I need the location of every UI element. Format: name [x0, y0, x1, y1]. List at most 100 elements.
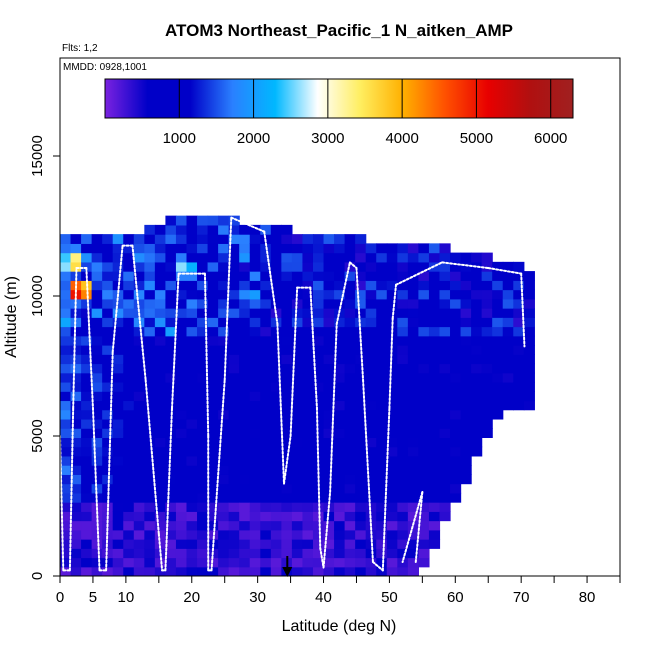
heatmap-cell: [70, 345, 82, 355]
heatmap-cell: [165, 243, 177, 254]
heatmap-cell: [186, 271, 198, 281]
heatmap-cell: [450, 345, 462, 355]
heatmap-cell: [239, 428, 251, 438]
flight-track: [60, 216, 526, 572]
heatmap-cell: [407, 529, 419, 540]
heatmap-cell: [281, 381, 293, 392]
heatmap-cell: [323, 234, 335, 244]
heatmap-cell: [418, 372, 430, 383]
heatmap-cell: [91, 539, 103, 549]
heatmap-cell: [397, 548, 409, 559]
heatmap-cell: [186, 391, 198, 402]
heatmap-cell: [270, 428, 282, 438]
heatmap-cell: [70, 428, 82, 438]
heatmap-cell: [397, 474, 409, 485]
heatmap-cell: [407, 308, 419, 318]
heatmap-cell: [439, 492, 451, 503]
heatmap-cell: [112, 234, 124, 244]
heatmap-cell: [407, 335, 419, 346]
heatmap-cell: [91, 455, 103, 466]
heatmap-cell: [481, 428, 493, 438]
heatmap-cell: [407, 428, 419, 438]
heatmap-cell: [386, 492, 398, 503]
heatmap-cell: [102, 381, 114, 392]
heatmap-cell: [112, 465, 124, 475]
heatmap-cell: [344, 372, 356, 383]
heatmap-cell: [355, 428, 367, 438]
heatmap-cell: [228, 483, 240, 494]
heatmap-cell: [291, 335, 304, 346]
heatmap-cell: [344, 548, 356, 559]
heatmap-cell: [60, 308, 72, 318]
heatmap-cell: [365, 465, 377, 475]
heatmap-cell: [249, 474, 261, 485]
heatmap-cell: [123, 363, 135, 374]
heatmap-cell: [165, 224, 177, 235]
heatmap-cell: [154, 391, 167, 402]
heatmap-cell: [376, 345, 388, 355]
heatmap-cell: [376, 502, 388, 512]
heatmap-cell: [291, 502, 304, 512]
heatmap-cell: [471, 391, 483, 402]
heatmap-cell: [197, 326, 209, 337]
heatmap-cell: [291, 428, 304, 438]
heatmap-cell: [281, 354, 293, 365]
heatmap-cell: [460, 354, 472, 365]
heatmap-cell: [492, 372, 504, 383]
heatmap-cell: [302, 308, 314, 318]
heatmap-cell: [376, 391, 388, 402]
heatmap-cell: [249, 409, 261, 420]
heatmap-cell: [197, 280, 209, 291]
heatmap-cell: [123, 502, 135, 512]
heatmap-cell: [513, 271, 525, 281]
heatmap-cell: [102, 437, 114, 448]
heatmap-cell: [481, 280, 493, 291]
heatmap-cell: [228, 289, 240, 300]
heatmap-cell: [270, 529, 282, 540]
heatmap-cell: [154, 418, 167, 429]
heatmap-cell: [102, 474, 114, 485]
heatmap-cell: [323, 437, 335, 448]
heatmap-cell: [102, 345, 114, 355]
heatmap-cell: [523, 335, 535, 346]
heatmap-cell: [81, 492, 93, 503]
heatmap-cell: [112, 428, 124, 438]
heatmap-cell: [481, 271, 493, 281]
heatmap-cell: [439, 455, 451, 466]
heatmap-cell: [197, 502, 209, 512]
heatmap-cell: [186, 511, 198, 522]
heatmap-cell: [355, 271, 367, 281]
heatmap-cell: [81, 372, 93, 383]
heatmap-cell: [270, 418, 282, 429]
heatmap-cell: [334, 234, 346, 244]
heatmap-cell: [260, 539, 272, 549]
heatmap-cell: [428, 511, 441, 522]
heatmap-cell: [291, 243, 304, 254]
heatmap-cell: [239, 224, 251, 235]
heatmap-cell: [365, 289, 377, 300]
heatmap-cell: [60, 483, 72, 494]
heatmap-cell: [197, 566, 209, 576]
heatmap-cell: [91, 566, 103, 576]
heatmap-cell: [365, 243, 377, 254]
heatmap-cell: [334, 548, 346, 559]
heatmap-cell: [439, 418, 451, 429]
heatmap-cell: [428, 381, 441, 392]
heatmap-cell: [291, 566, 304, 576]
heatmap-cell: [407, 298, 419, 309]
heatmap-cell: [112, 474, 124, 485]
flight-track-segment: [68, 407, 75, 572]
heatmap-cell: [91, 280, 103, 291]
heatmap-cell: [102, 566, 114, 576]
heatmap-cell: [460, 428, 472, 438]
heatmap-cell: [481, 400, 493, 411]
heatmap-cell: [407, 252, 419, 263]
heatmap-cell: [260, 548, 272, 559]
heatmap-cell: [91, 428, 103, 438]
flight-track-segment: [388, 317, 394, 409]
heatmap-cell: [260, 409, 272, 420]
heatmap-cell: [523, 400, 535, 411]
heatmap-cell: [355, 409, 367, 420]
heatmap-cell: [439, 502, 451, 512]
heatmap-cell: [365, 437, 377, 448]
